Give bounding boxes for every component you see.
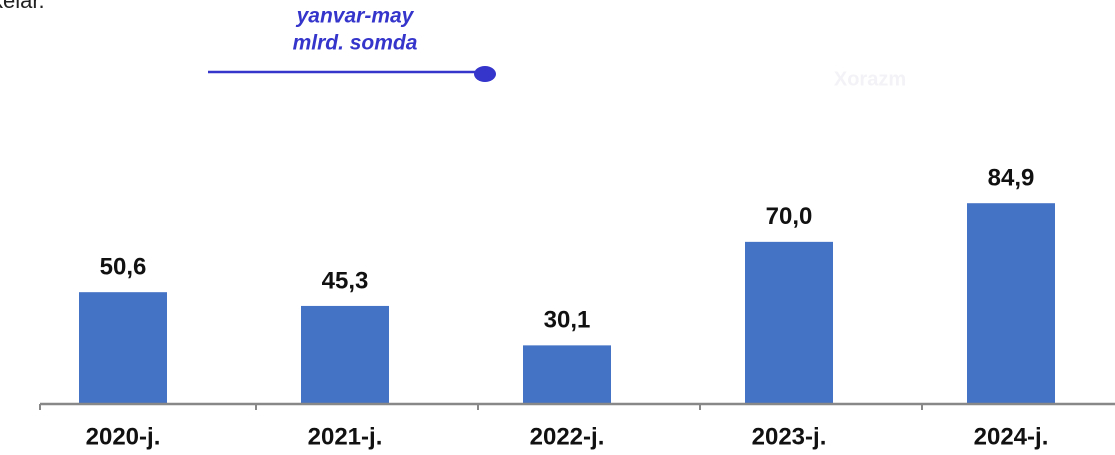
subtitle: yanvar-may xyxy=(296,5,415,28)
x-tick-label: 2022-j. xyxy=(530,423,605,450)
bar xyxy=(301,305,389,404)
bar xyxy=(745,241,833,404)
x-tick-label: 2021-j. xyxy=(308,423,383,450)
x-tick-label: 2020-j. xyxy=(86,423,161,450)
bar xyxy=(967,203,1055,404)
annotation: Xorazm xyxy=(834,68,906,90)
data-label: 84,9 xyxy=(988,165,1035,192)
data-label: 50,6 xyxy=(100,254,147,281)
x-tick-label: 2024-j. xyxy=(974,423,1049,450)
bar xyxy=(79,292,167,404)
data-label: 70,0 xyxy=(766,203,813,230)
data-label: 45,3 xyxy=(322,267,369,294)
decor-dot xyxy=(474,66,496,82)
data-label: 30,1 xyxy=(544,307,591,334)
x-tick-label: 2023-j. xyxy=(752,423,827,450)
bar xyxy=(523,345,611,404)
subtitle: mlrd. somda xyxy=(293,32,418,55)
annotation: kelar. xyxy=(0,0,45,13)
